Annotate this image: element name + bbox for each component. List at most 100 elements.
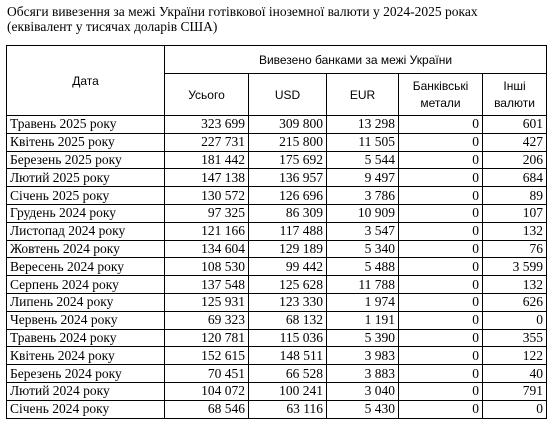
- cell-total: 134 604: [164, 239, 249, 259]
- cell-usd: 63 116: [248, 399, 327, 419]
- cell-metals: 0: [398, 186, 483, 205]
- cell-metals: 0: [398, 132, 483, 152]
- cell-eur: 1 974: [326, 292, 399, 312]
- cell-total: 104 072: [164, 381, 249, 401]
- header-date: Дата: [6, 45, 165, 116]
- cell-other: 76: [482, 239, 547, 259]
- cell-other: 132: [482, 221, 547, 241]
- table-row: Квітень 2024 року 152 615 148 511 3 983 0 122: [6, 346, 547, 366]
- cell-eur: 3 983: [326, 346, 399, 366]
- cell-metals: 0: [398, 115, 483, 134]
- cell-date: Лютий 2024 року: [6, 381, 165, 401]
- cell-usd: 215 800: [248, 132, 327, 152]
- header-usd: USD: [248, 73, 327, 116]
- table-row: Жовтень 2024 року 134 604 129 189 5 340 0 76: [6, 239, 547, 259]
- table-row: Серпень 2024 року 137 548 125 628 11 788 0 13…: [6, 275, 547, 294]
- cell-usd: 175 692: [248, 150, 327, 170]
- cell-date: Червень 2024 року: [6, 310, 165, 330]
- cell-total: 181 442: [164, 150, 249, 170]
- cell-usd: 68 132: [248, 310, 327, 330]
- cell-total: 323 699: [164, 115, 249, 134]
- cell-usd: 66 528: [248, 364, 327, 383]
- table-row: Лютий 2025 року 147 138 136 957 9 497 0 684: [6, 168, 547, 188]
- cell-date: Грудень 2024 року: [6, 203, 165, 223]
- cell-metals: 0: [398, 364, 483, 383]
- cell-date: Квітень 2024 року: [6, 346, 165, 366]
- cell-date: Травень 2024 року: [6, 328, 165, 348]
- cell-total: 68 546: [164, 399, 249, 419]
- cell-other: 355: [482, 328, 547, 348]
- title-line-2: (еквівалент у тисячах доларів США): [7, 19, 218, 34]
- table-row: Березень 2024 року 70 451 66 528 3 883 0 40: [6, 364, 547, 383]
- cell-date: Жовтень 2024 року: [6, 239, 165, 259]
- cell-metals: 0: [398, 328, 483, 348]
- cell-other: 89: [482, 186, 547, 205]
- cell-usd: 148 511: [248, 346, 327, 366]
- cell-eur: 5 340: [326, 239, 399, 259]
- table-row: Листопад 2024 року 121 166 117 488 3 547 0 13…: [6, 221, 547, 241]
- table-row: Вересень 2024 року 108 530 99 442 5 488 0 3 5…: [6, 257, 547, 277]
- cell-total: 137 548: [164, 275, 249, 294]
- cell-eur: 11 505: [326, 132, 399, 152]
- cell-eur: 9 497: [326, 168, 399, 188]
- cell-other: 107: [482, 203, 547, 223]
- cell-metals: 0: [398, 275, 483, 294]
- table-row: Березень 2025 року 181 442 175 692 5 544 0 20…: [6, 150, 547, 170]
- table-row: Грудень 2024 року 97 325 86 309 10 909 0 107: [6, 203, 547, 223]
- cell-other: 427: [482, 132, 547, 152]
- title-line-1: Обсяги вивезення за межі України готівко…: [7, 4, 478, 19]
- cell-usd: 309 800: [248, 115, 327, 134]
- cell-eur: 11 788: [326, 275, 399, 294]
- cell-date: Вересень 2024 року: [6, 257, 165, 277]
- cell-eur: 5 390: [326, 328, 399, 348]
- cell-eur: 10 909: [326, 203, 399, 223]
- cell-usd: 126 696: [248, 186, 327, 205]
- cell-eur: 5 544: [326, 150, 399, 170]
- cell-metals: 0: [398, 150, 483, 170]
- cell-metals: 0: [398, 203, 483, 223]
- header-eur: EUR: [326, 73, 399, 116]
- cell-metals: 0: [398, 399, 483, 419]
- cell-eur: 5 430: [326, 399, 399, 419]
- cell-date: Листопад 2024 року: [6, 221, 165, 241]
- cell-total: 70 451: [164, 364, 249, 383]
- cell-other: 626: [482, 292, 547, 312]
- cell-total: 108 530: [164, 257, 249, 277]
- cell-date: Січень 2024 року: [6, 399, 165, 419]
- table-body: Травень 2025 року 323 699 309 800 13 298 0 60…: [6, 115, 547, 419]
- cell-total: 97 325: [164, 203, 249, 223]
- table-row: Травень 2025 року 323 699 309 800 13 298 0 60…: [6, 115, 547, 134]
- cell-eur: 13 298: [326, 115, 399, 134]
- cell-eur: 3 547: [326, 221, 399, 241]
- cell-date: Січень 2025 року: [6, 186, 165, 205]
- table-row: Січень 2025 року 130 572 126 696 3 786 0 89: [6, 186, 547, 205]
- cell-metals: 0: [398, 381, 483, 401]
- cell-other: 684: [482, 168, 547, 188]
- cell-total: 147 138: [164, 168, 249, 188]
- cell-date: Травень 2025 року: [6, 115, 165, 134]
- table-row: Червень 2024 року 69 323 68 132 1 191 0 0: [6, 310, 547, 330]
- cell-eur: 3 040: [326, 381, 399, 401]
- cell-usd: 117 488: [248, 221, 327, 241]
- cell-total: 152 615: [164, 346, 249, 366]
- cell-total: 69 323: [164, 310, 249, 330]
- header-total: Усього: [164, 73, 249, 116]
- cell-other: 601: [482, 115, 547, 134]
- cell-total: 130 572: [164, 186, 249, 205]
- cell-usd: 99 442: [248, 257, 327, 277]
- cell-usd: 129 189: [248, 239, 327, 259]
- cell-date: Серпень 2024 року: [6, 275, 165, 294]
- cell-date: Квітень 2025 року: [6, 132, 165, 152]
- cell-usd: 115 036: [248, 328, 327, 348]
- cell-other: 0: [482, 310, 547, 330]
- cell-date: Лютий 2025 року: [6, 168, 165, 188]
- cell-usd: 86 309: [248, 203, 327, 223]
- table-row: Лютий 2024 року 104 072 100 241 3 040 0 791: [6, 381, 547, 401]
- cell-date: Березень 2025 року: [6, 150, 165, 170]
- table-row: Травень 2024 року 120 781 115 036 5 390 0 355: [6, 328, 547, 348]
- table-row: Січень 2024 року 68 546 63 116 5 430 0 0: [6, 399, 547, 419]
- cell-metals: 0: [398, 346, 483, 366]
- cell-metals: 0: [398, 257, 483, 277]
- cell-date: Липень 2024 року: [6, 292, 165, 312]
- cell-other: 132: [482, 275, 547, 294]
